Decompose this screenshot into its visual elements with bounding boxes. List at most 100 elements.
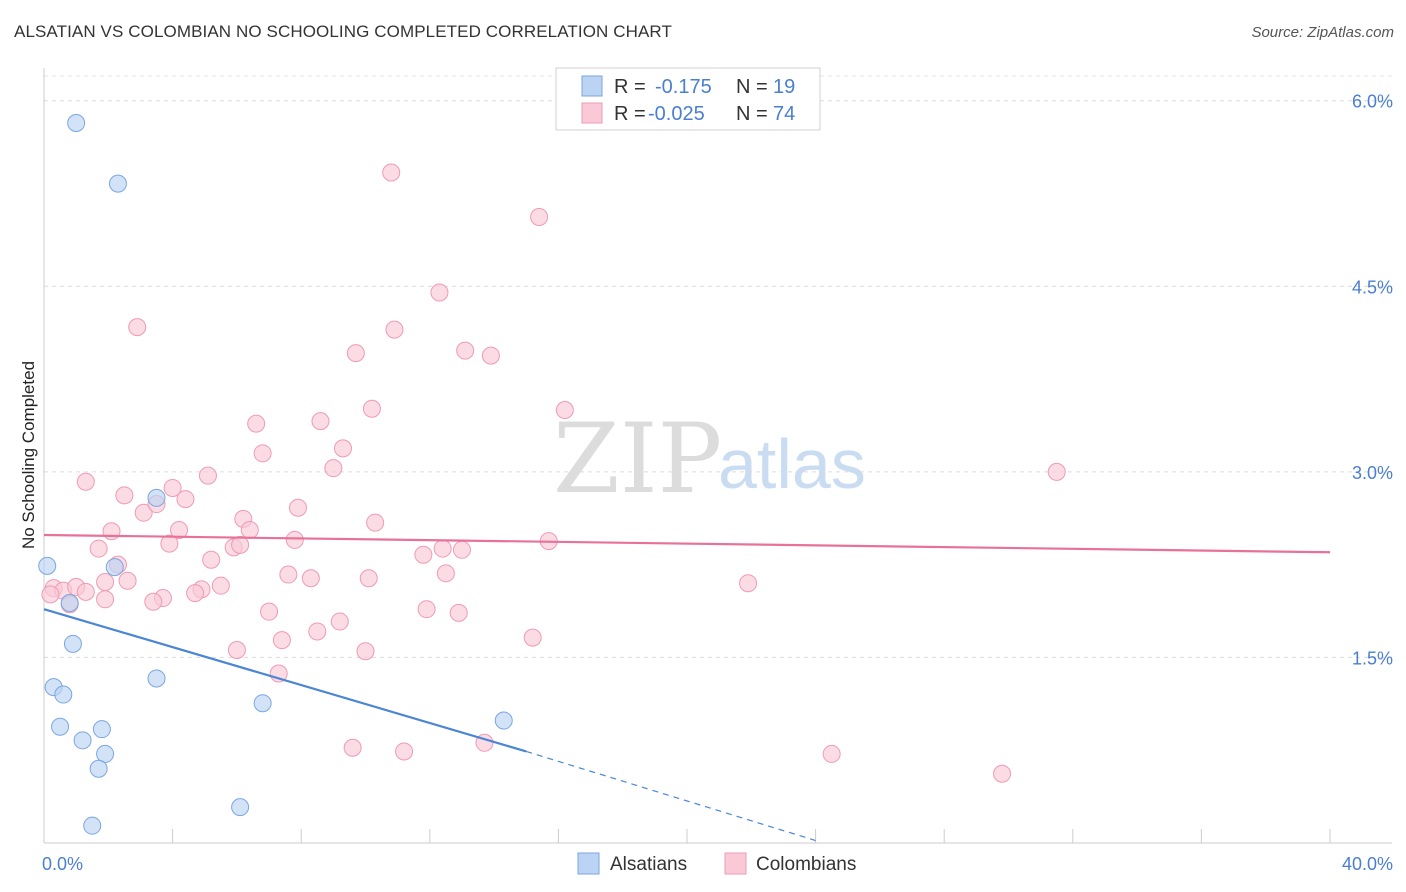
colombians-point (356, 642, 375, 661)
alsatians-point (73, 731, 92, 750)
trend-layer (43, 533, 1331, 842)
chart-title: ALSATIAN VS COLOMBIAN NO SCHOOLING COMPL… (14, 22, 672, 41)
colombians-point (452, 540, 471, 559)
colombians-point (134, 503, 153, 522)
y-tick-label: 6.0% (1352, 92, 1393, 112)
colombians-point (41, 585, 60, 604)
colombians-point (76, 582, 95, 601)
grid-layer (44, 75, 1392, 658)
alsatians-point (60, 594, 79, 613)
alsatians-point (67, 114, 86, 133)
axes-layer: 1.5% 3.0% 4.5% 6.0% 0.0% 40.0% (42, 68, 1393, 874)
colombians-point (247, 414, 266, 433)
alsatians-point (108, 174, 127, 193)
colombians-point (160, 534, 179, 553)
colombians-point (417, 600, 436, 619)
colombians-point (211, 576, 230, 595)
colombians-r-value: -0.025 (648, 103, 705, 125)
colombians-point (330, 612, 349, 631)
colombians-point (822, 744, 841, 763)
colombians-n-value: 74 (773, 103, 795, 125)
alsatians-point (253, 694, 272, 713)
colombians-point (240, 521, 259, 540)
colombians-point (279, 565, 298, 584)
y-axis-title: No Schooling Completed (19, 361, 38, 549)
colombians-point (102, 522, 121, 541)
alsatians-point (54, 685, 73, 704)
colombians-point (333, 439, 352, 458)
colombians-point (186, 584, 205, 603)
alsatians-r-value: -0.175 (655, 76, 712, 98)
colombians-point (253, 444, 272, 463)
alsatians-point (231, 798, 250, 817)
colombians-point (324, 459, 343, 478)
colombians-point (144, 592, 163, 611)
colombians-point (89, 539, 108, 558)
alsatians-point (96, 744, 115, 763)
series-legend: Alsatians Colombians (577, 852, 856, 875)
colombians-trend-line (43, 533, 1331, 554)
colombians-point (285, 530, 304, 549)
colombians-point (362, 399, 381, 418)
colombians-point (288, 498, 307, 517)
points-layer (38, 114, 1066, 835)
colombians-point (198, 466, 217, 485)
colombians-point (555, 401, 574, 420)
alsatians-point (494, 711, 513, 730)
colombians-point (170, 521, 189, 540)
alsatians-trend-extension (526, 750, 816, 842)
x-tick-label: 40.0% (1342, 854, 1393, 874)
colombians-point (523, 628, 542, 647)
legend-alsatians-label: Alsatians (610, 854, 687, 875)
alsatians-point (89, 759, 108, 778)
alsatians-trend-line (43, 608, 527, 753)
alsatians-point (51, 717, 70, 736)
colombians-point (993, 764, 1012, 783)
y-tick-label: 3.0% (1352, 463, 1393, 483)
alsatians-point (38, 556, 57, 575)
colombians-r-label: R = (614, 103, 646, 125)
legend-colombians-swatch (724, 852, 747, 875)
alsatians-n-label: N = (736, 76, 768, 98)
colombians-point (163, 478, 182, 497)
colombians-swatch (581, 102, 603, 124)
colombians-point (96, 572, 115, 591)
colombians-point (76, 472, 95, 491)
colombians-point (433, 539, 452, 558)
colombians-point (346, 344, 365, 363)
stats-legend: R = -0.175 N = 19 R = -0.025 N = 74 (555, 67, 821, 131)
colombians-point (359, 569, 378, 588)
colombians-point (301, 569, 320, 588)
colombians-point (231, 535, 250, 554)
watermark-zip: ZIP (553, 403, 722, 515)
y-tick-label: 4.5% (1352, 277, 1393, 297)
alsatians-swatch (581, 75, 603, 97)
legend-colombians-label: Colombians (756, 854, 856, 875)
x-tick-label: 0.0% (42, 854, 83, 874)
colombians-point (227, 641, 246, 660)
colombians-point (430, 283, 449, 302)
colombians-point (115, 486, 134, 505)
alsatians-point (92, 720, 111, 739)
alsatians-n-value: 19 (773, 76, 795, 98)
colombians-point (449, 603, 468, 622)
colombians-point (343, 738, 362, 757)
colombians-point (308, 622, 327, 641)
colombians-point (530, 208, 549, 227)
colombians-point (311, 412, 330, 431)
colombians-point (456, 341, 475, 360)
alsatians-point (147, 488, 166, 507)
colombians-point (382, 163, 401, 182)
colombians-point (366, 513, 385, 532)
colombians-n-label: N = (736, 103, 768, 125)
colombians-point (436, 564, 455, 583)
alsatians-point (147, 669, 166, 688)
colombians-point (739, 574, 758, 593)
colombians-point (481, 346, 500, 365)
colombians-point (385, 320, 404, 339)
colombians-point (1047, 462, 1066, 481)
colombians-point (128, 318, 147, 337)
chart-source: Source: ZipAtlas.com (1251, 24, 1394, 41)
alsatians-point (105, 558, 124, 577)
